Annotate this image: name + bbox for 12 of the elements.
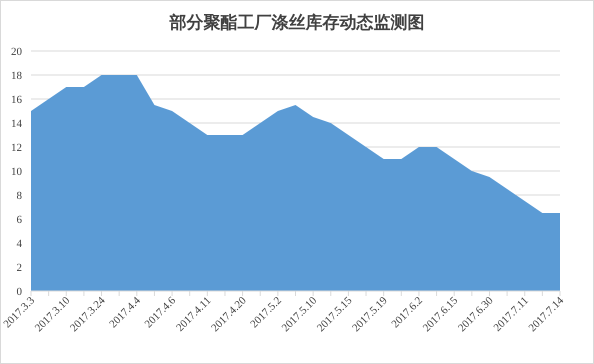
y-tick-label: 12 <box>11 142 22 154</box>
y-tick-label: 10 <box>11 166 22 178</box>
y-tick-label: 18 <box>11 70 22 82</box>
y-tick-label: 14 <box>11 118 22 130</box>
y-tick-label: 2 <box>16 262 22 274</box>
y-tick-label: 16 <box>11 94 22 106</box>
y-tick-label: 20 <box>11 46 22 58</box>
y-tick-label: 0 <box>16 286 22 298</box>
y-tick-label: 6 <box>16 214 22 226</box>
y-tick-label: 8 <box>16 190 22 202</box>
y-tick-label: 4 <box>16 238 22 250</box>
chart-title: 部分聚酯工厂涤丝库存动态监测图 <box>168 13 424 33</box>
